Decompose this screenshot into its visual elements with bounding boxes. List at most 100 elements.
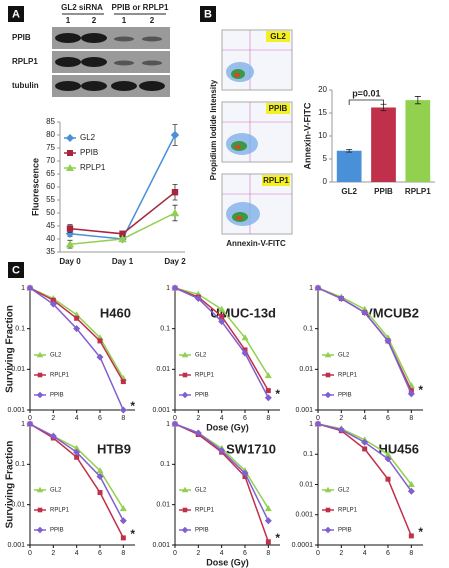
- marker: [218, 447, 226, 455]
- marker: [194, 429, 202, 437]
- blot-row-label: tubulin: [12, 81, 39, 90]
- y-tick-label: 0.1: [160, 461, 170, 468]
- sample-tag: [262, 175, 290, 186]
- x-tick-label: 4: [75, 415, 79, 422]
- significance-bracket: [348, 99, 384, 105]
- marker: [49, 432, 57, 440]
- sample-tag: [266, 103, 290, 114]
- marker: [407, 487, 415, 495]
- y-tick-label: 45: [46, 221, 55, 230]
- legend-label: RPLP1: [338, 373, 358, 379]
- marker: [66, 164, 74, 171]
- marker: [264, 372, 272, 379]
- marker: [37, 507, 43, 513]
- band: [81, 81, 107, 91]
- marker: [49, 300, 57, 308]
- marker: [194, 295, 202, 303]
- marker: [264, 505, 272, 512]
- marker: [407, 481, 415, 487]
- band: [55, 81, 81, 91]
- x-tick-label: 0: [28, 550, 32, 557]
- band: [55, 57, 81, 67]
- legend-label: RPLP1: [80, 163, 106, 172]
- bar: [405, 100, 431, 182]
- y-tick-label: 0.001: [152, 542, 170, 549]
- marker: [324, 351, 332, 358]
- marker: [265, 539, 271, 545]
- series-line: [174, 423, 270, 522]
- flow-y-label: Propidium Iodide Intensity: [209, 79, 218, 180]
- marker: [265, 388, 271, 394]
- series-line: [29, 423, 124, 522]
- marker: [384, 337, 392, 345]
- marker: [218, 305, 226, 312]
- marker: [73, 311, 81, 318]
- panel-label: A: [12, 8, 20, 20]
- y-axis-label: Fluorescence: [30, 158, 40, 216]
- marker: [26, 284, 34, 292]
- marker: [36, 526, 44, 534]
- x-tick-label: 8: [121, 415, 125, 422]
- x-tick-label: 0: [173, 550, 177, 557]
- annotation: *: [275, 387, 280, 401]
- y-tick-label: 0.001: [7, 542, 25, 549]
- flow-plot: RPLP1: [221, 173, 293, 235]
- chart-title: H460: [100, 305, 131, 320]
- legend-label: GL2: [50, 353, 62, 359]
- y-tick-label: 15: [318, 108, 327, 117]
- marker: [73, 444, 81, 451]
- series-line: [174, 287, 269, 377]
- legend-label: RPLP1: [50, 508, 70, 514]
- legend-label: PPIB: [195, 528, 209, 534]
- marker: [67, 150, 73, 156]
- marker: [74, 454, 80, 460]
- marker: [171, 420, 179, 428]
- series-line: [174, 423, 269, 509]
- marker: [219, 313, 225, 319]
- y-tick-label: 0.01: [11, 502, 25, 509]
- marker: [37, 372, 43, 378]
- marker: [119, 406, 127, 414]
- panel-label: B: [204, 8, 212, 20]
- y-tick-label: 75: [46, 143, 55, 152]
- annotation: *: [418, 383, 423, 397]
- marker: [324, 486, 332, 493]
- x-tick-label: 6: [386, 415, 390, 422]
- marker: [408, 533, 414, 539]
- x-tick-label: 0: [173, 415, 177, 422]
- legend-label: RPLP1: [338, 508, 358, 514]
- x-tick-label: 4: [363, 550, 367, 557]
- marker: [241, 469, 249, 477]
- chart-title: HU456: [379, 441, 419, 456]
- annotation: *: [275, 531, 280, 545]
- legend-label: PPIB: [50, 528, 64, 534]
- marker: [118, 234, 127, 243]
- legend-label: GL2: [338, 488, 350, 494]
- y-axis-label: Surviving Fraction: [5, 441, 16, 529]
- sample-tag: [266, 31, 290, 42]
- x-tick-label: 8: [266, 550, 270, 557]
- band: [139, 81, 165, 91]
- annotation: *: [418, 525, 423, 539]
- legend-label: RPLP1: [195, 508, 215, 514]
- marker: [361, 438, 369, 446]
- legend-label: RPLP1: [50, 373, 70, 379]
- y-tick-label: 1: [21, 285, 25, 292]
- x-tick-label: 8: [409, 415, 413, 422]
- band: [81, 33, 107, 43]
- y-tick-label: 0.001: [7, 407, 25, 414]
- marker: [120, 379, 126, 385]
- x-tick-label: Day 2: [164, 257, 186, 266]
- x-tick-label: 8: [121, 550, 125, 557]
- x-tick-label: RPLP1: [405, 187, 431, 196]
- cell-cloud: [236, 216, 242, 220]
- marker: [65, 240, 75, 248]
- panel-label-box: [200, 6, 216, 22]
- marker: [171, 284, 179, 292]
- annotation: *: [130, 527, 135, 541]
- legend-label: PPIB: [338, 393, 352, 399]
- y-axis-label: Annexin-V-FITC: [302, 102, 312, 169]
- flow-x-label: Annexin-V-FITC: [226, 239, 286, 248]
- marker: [384, 455, 392, 463]
